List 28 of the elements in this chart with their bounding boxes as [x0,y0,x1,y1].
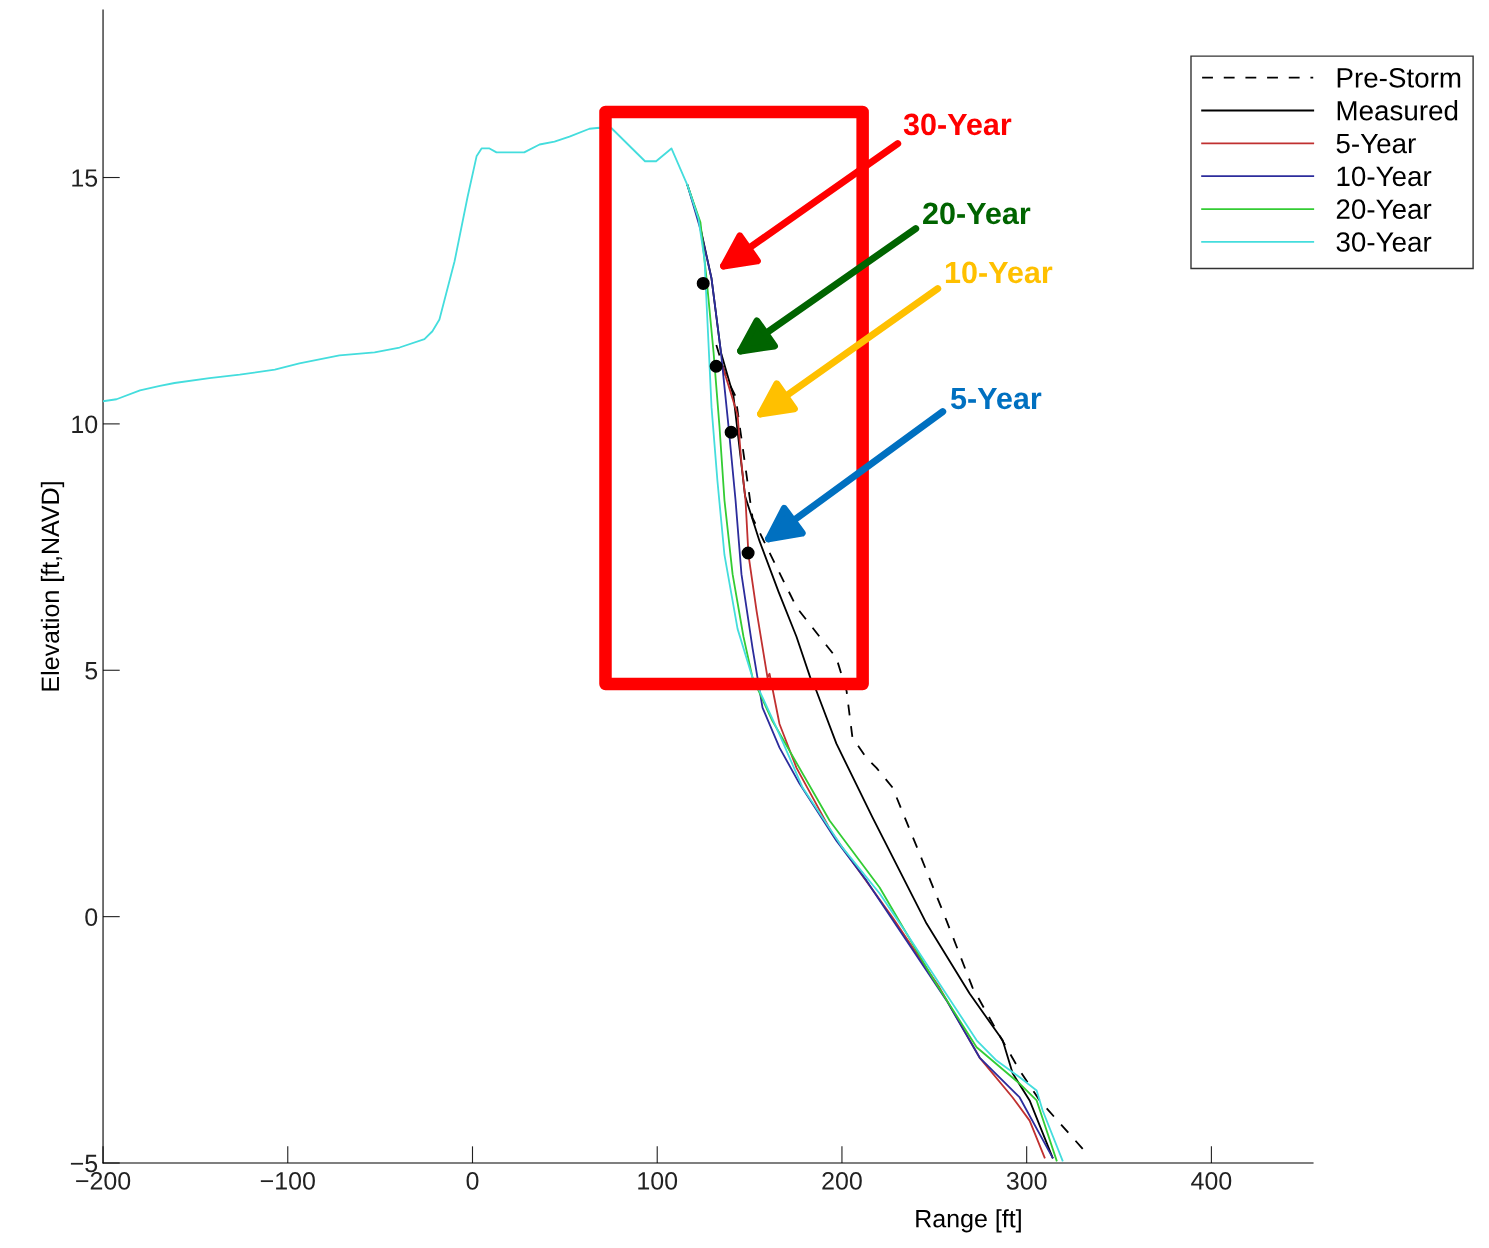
y-tick-label: 10 [72,415,98,434]
y-tick-label: −5 [70,1154,98,1173]
legend-label: 20-Year [1336,199,1432,220]
legend-label: Pre-Storm [1337,68,1461,88]
point [724,425,738,439]
x-tick-label: 300 [1006,1172,1047,1190]
y-axis-title: Elevation [ft,NAVD] [40,482,65,691]
legend-label: 5-Year [1336,133,1416,154]
y-tick-label: 5 [85,662,98,680]
x-tick-label: 200 [822,1172,862,1190]
x-tick-label: −200 [76,1172,131,1190]
legend-label: Measured [1337,100,1458,121]
annotation: 5-Year [950,387,1042,410]
annotation: 10-Year [945,261,1053,284]
point [741,546,755,560]
annotation: 20-Year [923,202,1031,225]
y-tick-label: 15 [72,169,98,187]
legend-label: 30-Year [1336,232,1432,252]
x-tick-label: −100 [260,1172,315,1190]
y-tick-label: 0 [85,908,98,926]
x-axis-title: Range [ft] [916,1209,1021,1233]
x-tick-label: 400 [1191,1172,1232,1190]
x-tick-label: 0 [466,1172,479,1190]
point [709,359,723,373]
legend-label: 10-Year [1337,166,1432,187]
x-tick-label: 100 [638,1172,678,1190]
annotation: 30-Year [903,113,1012,136]
point [696,276,710,290]
